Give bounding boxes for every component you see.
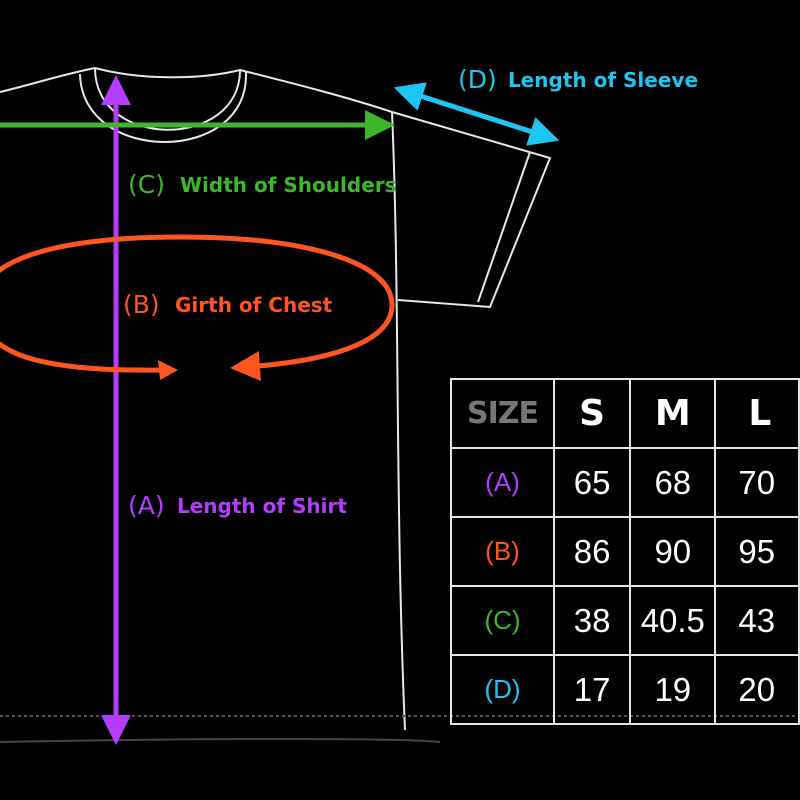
cell: 17	[553, 654, 632, 725]
chest-arrow	[0, 234, 395, 381]
header-m: M	[629, 378, 717, 449]
header-l: L	[714, 378, 800, 449]
cell: 95	[714, 516, 800, 587]
cell: 70	[714, 447, 800, 518]
table-row: (C) 38 40.5 43	[449, 585, 800, 656]
cell: 40.5	[629, 585, 717, 656]
header-size: SIZE	[449, 378, 556, 449]
table-row: (B) 86 90 95	[449, 516, 800, 587]
cell: 86	[553, 516, 632, 587]
label-shoulders: (C) Width of Shoulders	[128, 170, 397, 199]
row-label: (B)	[449, 516, 556, 587]
cell: 43	[714, 585, 800, 656]
table-row: (D) 17 19 20	[449, 654, 800, 725]
table-row: (A) 65 68 70	[449, 447, 800, 518]
cell: 20	[714, 654, 800, 725]
label-length-code: (A)	[128, 491, 165, 520]
label-sleeve: (D) Length of Sleeve	[458, 65, 698, 94]
label-chest-code: (B)	[123, 290, 160, 319]
label-shoulders-code: (C)	[128, 170, 165, 199]
row-label: (A)	[449, 447, 556, 518]
sleeve-arrow	[393, 82, 560, 146]
size-table: SIZE S M L (A) 65 68 70 (B) 86 90 95 (C)…	[449, 378, 800, 725]
label-shoulders-text: Width of Shoulders	[180, 173, 397, 197]
table-header-row: SIZE S M L	[449, 378, 800, 449]
label-chest-text: Girth of Chest	[175, 293, 333, 317]
row-label: (D)	[449, 654, 556, 725]
label-sleeve-text: Length of Sleeve	[508, 68, 698, 92]
row-label: (C)	[449, 585, 556, 656]
label-length-text: Length of Shirt	[177, 494, 347, 518]
cell: 65	[553, 447, 632, 518]
label-chest: (B) Girth of Chest	[123, 290, 333, 319]
label-sleeve-code: (D)	[458, 65, 497, 94]
header-s: S	[553, 378, 632, 449]
label-length: (A) Length of Shirt	[128, 491, 347, 520]
cell: 19	[629, 654, 717, 725]
cell: 90	[629, 516, 717, 587]
cell: 38	[553, 585, 632, 656]
cell: 68	[629, 447, 717, 518]
chest-arrow-head-left	[158, 360, 178, 380]
